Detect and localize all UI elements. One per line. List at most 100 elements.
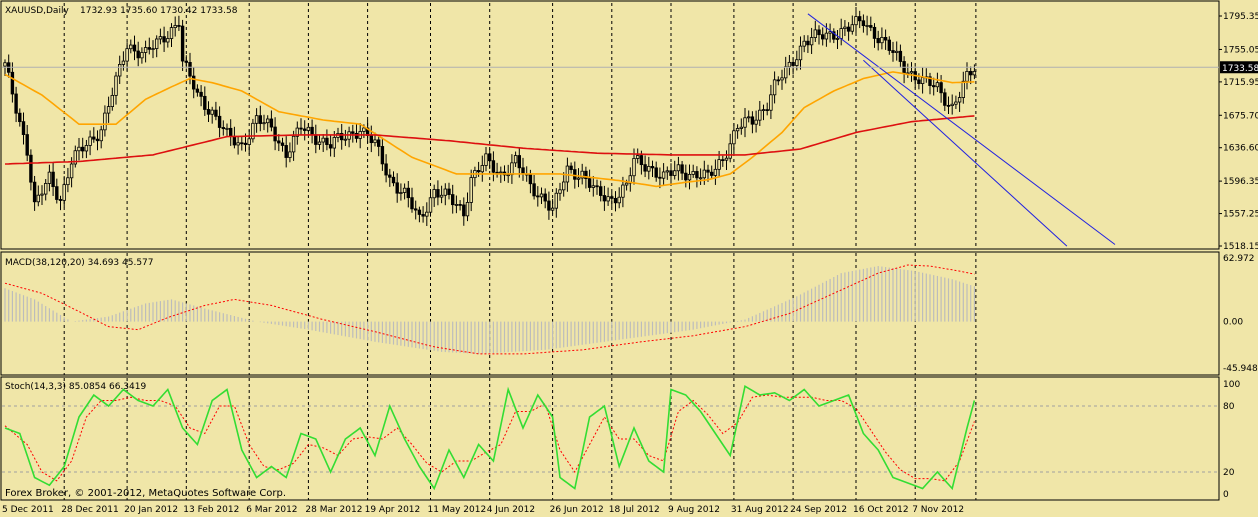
candle-body [184,60,188,63]
y-tick-label: 1755.05 [1223,45,1258,55]
candle-body [354,132,359,139]
candle-body [458,204,462,206]
candle-body [443,188,447,196]
candle-body [695,171,699,179]
candle-body [129,44,133,50]
candle-body [917,79,921,84]
candle-body [254,115,259,124]
candle-body [402,187,407,193]
x-tick-label: 28 Dec 2011 [61,505,118,515]
macd-signal-line [4,264,975,355]
y-tick-label: 20 [1223,468,1235,478]
candle-body [369,135,373,144]
moving-average-long-line [4,115,975,165]
candle-body [639,155,644,166]
candle-body [262,122,266,125]
x-tick-label: 26 Jun 2012 [550,505,604,515]
candle-body [462,204,466,217]
candle-body [758,109,762,121]
candle-body [647,166,651,172]
candle-body [147,47,151,50]
candle-body [25,134,29,156]
candle-body [151,48,155,50]
candle-body [854,16,858,26]
candle-body [92,136,96,140]
candle-body [721,159,725,162]
candle-body [706,169,710,173]
candle-body [295,127,299,137]
candle-body [306,126,311,131]
candle-body [413,208,418,211]
candle-body [395,182,399,194]
candle-body [221,127,225,130]
x-tick-label: 16 Oct 2012 [853,505,909,515]
candle-body [669,170,673,176]
candle-body [957,97,962,103]
stoch-panel-frame [0,376,1220,501]
ohlc-label: 1732.93 1735.60 1730.42 1733.58 [80,6,238,16]
candle-body [769,94,773,111]
candle-body [343,138,348,141]
candle-body [232,135,237,146]
candle-body [713,168,718,176]
candle-body [140,52,144,59]
candle-body [169,27,174,39]
candle-body [317,141,322,145]
x-tick-label: 31 Aug 2012 [731,505,789,515]
candle-body [62,184,66,201]
candle-body [36,194,40,203]
candle-body [676,164,681,172]
candle-body [399,192,403,194]
candle-body [273,126,277,142]
candle-body [850,24,854,32]
candle-body [972,70,977,76]
candle-body [428,197,433,213]
current-price-label: 1733.58 [1222,64,1258,74]
candle-body [114,75,118,96]
stoch-label: Stoch(14,3,3) 85.0854 66.3419 [5,382,146,392]
candle-body [935,82,940,88]
candle-body [846,26,851,32]
candle-body [491,160,496,173]
x-tick-label: 6 Mar 2012 [246,505,297,515]
y-tick-label: 1518.15 [1223,242,1258,252]
candle-body [961,80,965,98]
candle-body [724,157,729,161]
x-tick-label: 24 Sep 2012 [790,505,847,515]
copyright-label: Forex Broker, © 2001-2012, MetaQuotes So… [5,488,286,499]
candle-body [373,139,377,144]
candle-body [206,109,211,115]
candle-body [243,142,248,145]
candle-body [532,183,536,197]
candle-body [406,187,410,199]
y-tick-label: 0 [1223,490,1229,500]
candle-body [469,177,473,203]
candle-body [839,28,843,39]
x-tick-label: 11 May 2012 [428,505,487,515]
candle-body [684,172,688,181]
candle-body [920,77,925,84]
candle-body [743,117,747,128]
candle-body [410,197,414,210]
candle-body [750,116,755,125]
candle-body [543,193,547,202]
candle-body [436,189,440,198]
stochastic-chart [2,384,1219,491]
y-tick-label: 62.972 [1223,254,1255,264]
candle-body [887,39,891,51]
candle-body [125,48,129,62]
symbol-label: XAUUSD,Daily [5,6,69,16]
candle-body [795,59,799,66]
candle-body [673,170,677,176]
x-tick-label: 18 Jul 2012 [609,505,660,515]
candle-body [328,144,333,149]
candle-body [628,175,632,184]
candle-body [103,112,107,131]
candle-body [29,154,33,183]
candle-body [510,162,514,176]
candle-body [321,137,325,143]
candle-body [739,126,743,129]
y-tick-label: 1675.70 [1223,111,1258,121]
macd-label: MACD(38,120,20) 34.693 45.577 [5,258,154,268]
